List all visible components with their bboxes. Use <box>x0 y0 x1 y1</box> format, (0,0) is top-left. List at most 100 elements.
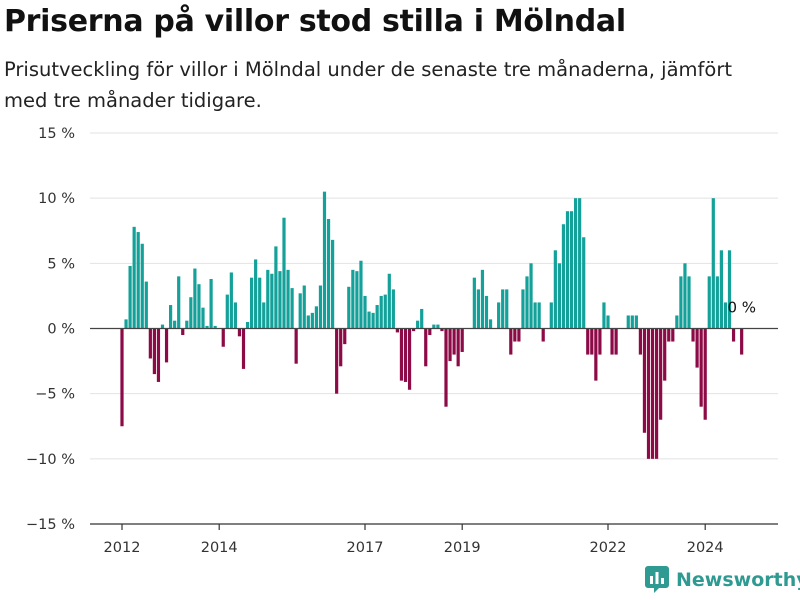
bar <box>144 281 148 329</box>
bar <box>472 277 476 329</box>
bar <box>335 328 339 394</box>
bar <box>387 273 391 329</box>
bar <box>452 328 456 355</box>
bar <box>432 324 436 329</box>
bar <box>128 265 132 329</box>
bar <box>197 284 201 329</box>
bar <box>675 315 679 329</box>
bar <box>391 289 395 329</box>
bar <box>241 328 246 369</box>
newsworthy-logo[interactable]: Newsworthy <box>645 566 800 593</box>
bar <box>278 271 282 329</box>
bar <box>655 328 659 459</box>
bar <box>602 302 606 329</box>
bar <box>553 250 557 329</box>
bar <box>274 246 278 329</box>
bar <box>339 328 343 367</box>
bar <box>237 328 242 337</box>
bar <box>152 328 156 375</box>
newsworthy-logo-icon <box>645 566 669 593</box>
bar <box>262 302 266 329</box>
x-tick-label: 2024 <box>687 540 724 556</box>
bar <box>646 328 651 459</box>
bar <box>501 289 505 329</box>
bar <box>140 243 144 329</box>
bar <box>181 328 185 336</box>
bar <box>254 259 258 329</box>
bar <box>185 320 189 329</box>
bar <box>229 272 233 329</box>
bar <box>598 328 602 355</box>
bar <box>136 232 140 329</box>
bar <box>569 211 574 329</box>
bar <box>205 325 209 329</box>
bar <box>476 289 480 329</box>
bar <box>711 198 715 329</box>
bar <box>719 250 723 329</box>
bar <box>355 271 359 329</box>
bar <box>298 293 302 329</box>
y-tick-label: 10 % <box>38 191 75 207</box>
chart-title: Priserna på villor stod stilla i Mölndal <box>4 4 626 39</box>
bar <box>399 328 404 381</box>
bar <box>270 273 274 329</box>
bar <box>302 285 306 329</box>
bar <box>484 295 489 329</box>
bar <box>169 305 173 329</box>
bar <box>351 269 355 329</box>
bar <box>310 312 314 329</box>
bar <box>533 302 537 329</box>
bar <box>537 302 541 329</box>
bar <box>557 263 561 329</box>
y-tick-label: −15 % <box>26 517 75 533</box>
bar <box>173 320 177 329</box>
bar <box>294 328 298 364</box>
last-value-annotation: 0 % <box>728 299 757 317</box>
bar <box>322 191 327 329</box>
y-tick-label: 5 % <box>47 256 75 272</box>
bar <box>286 269 290 329</box>
bar <box>723 302 728 329</box>
bar <box>488 319 493 329</box>
bar <box>699 328 703 407</box>
bar <box>456 328 460 367</box>
bar <box>314 306 318 329</box>
bar <box>233 302 237 329</box>
bar <box>375 305 379 329</box>
y-tick-label: −5 % <box>35 387 75 403</box>
bar <box>727 250 732 329</box>
bar <box>347 286 351 329</box>
bars <box>120 191 744 459</box>
bar <box>513 328 517 342</box>
bar <box>659 328 663 420</box>
bar <box>221 328 225 347</box>
bar <box>266 269 270 329</box>
bar <box>213 325 217 329</box>
bar <box>687 276 691 329</box>
bar <box>671 328 675 342</box>
x-tick-label: 2019 <box>444 540 481 556</box>
bar <box>578 198 582 329</box>
bar <box>525 276 529 329</box>
bar <box>120 328 124 427</box>
bar <box>606 315 610 329</box>
y-tick-label: 15 % <box>38 126 75 142</box>
bar <box>448 328 452 362</box>
bar <box>395 328 399 333</box>
bar <box>282 217 286 329</box>
bar <box>740 328 744 355</box>
bar <box>509 328 513 355</box>
y-tick-label: −10 % <box>26 452 75 468</box>
bar <box>428 328 432 336</box>
bar <box>517 328 521 342</box>
bar <box>634 315 638 329</box>
bar <box>630 315 634 329</box>
bar <box>497 302 501 329</box>
bar <box>582 237 586 329</box>
bar <box>614 328 618 355</box>
bar <box>209 278 213 329</box>
bar <box>691 328 695 342</box>
bar <box>695 328 699 368</box>
bar <box>679 276 683 329</box>
bar <box>367 311 371 329</box>
